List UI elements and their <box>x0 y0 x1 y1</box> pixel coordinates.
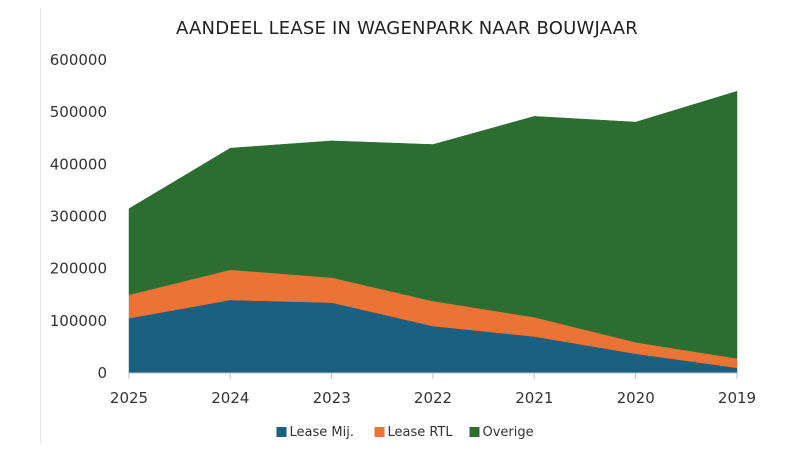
x-tick-label: 2023 <box>313 389 351 407</box>
legend-swatch-lease-rtl <box>374 427 385 437</box>
x-tick-label: 2020 <box>617 389 655 407</box>
y-tick-label: 500000 <box>50 103 107 121</box>
x-tick-label: 2021 <box>515 389 553 407</box>
legend-swatch-overige <box>469 427 480 437</box>
y-tick-label: 100000 <box>50 312 107 330</box>
legend: Lease Mij. Lease RTL Overige <box>276 425 534 440</box>
y-tick-label: 0 <box>97 364 107 382</box>
y-tick-label: 400000 <box>50 155 107 173</box>
x-tick-label: 2019 <box>718 389 756 407</box>
legend-label-lease-mij: Lease Mij. <box>290 425 354 440</box>
x-axis: 2025 2024 2023 2022 2021 2020 2019 <box>110 372 756 407</box>
plot-areas <box>128 90 738 374</box>
y-tick-label: 300000 <box>50 208 107 226</box>
y-axis: 0 100000 200000 300000 400000 500000 600000 <box>50 51 107 382</box>
legend-label-overige: Overige <box>483 425 534 440</box>
legend-label-lease-rtl: Lease RTL <box>388 425 454 440</box>
x-tick-label: 2025 <box>110 389 148 407</box>
legend-swatch-lease-mij <box>276 427 287 437</box>
chart-title: AANDEEL LEASE IN WAGENPARK NAAR BOUWJAAR <box>176 18 638 39</box>
frame-divider <box>40 8 41 444</box>
y-tick-label: 600000 <box>50 51 107 69</box>
x-tick-label: 2024 <box>211 389 249 407</box>
area-series-overige <box>128 90 738 359</box>
y-tick-label: 200000 <box>50 260 107 278</box>
x-tick-label: 2022 <box>414 389 452 407</box>
